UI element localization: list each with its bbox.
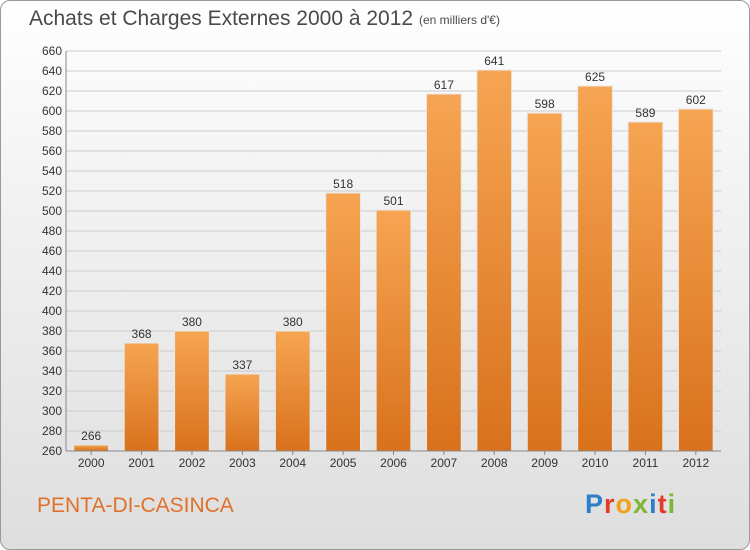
y-tick-label: 660: [42, 44, 62, 58]
y-tick-label: 620: [42, 84, 62, 98]
data-label-2008: 641: [484, 54, 504, 68]
y-tick-label: 480: [42, 224, 62, 238]
x-tick-label-2003: 2003: [229, 456, 256, 470]
y-tick-label: 600: [42, 104, 62, 118]
y-tick-label: 640: [42, 64, 62, 78]
x-tick-label-2012: 2012: [682, 456, 709, 470]
y-tick-label: 580: [42, 124, 62, 138]
data-label-2011: 589: [635, 106, 655, 120]
bar-2011: [627, 121, 664, 452]
data-label-2004: 380: [283, 315, 303, 329]
y-tick-label: 260: [42, 444, 62, 458]
x-tick-label-2011: 2011: [633, 456, 659, 470]
logo-letter: o: [615, 489, 634, 519]
bar-2008: [476, 69, 513, 452]
y-tick-label: 400: [42, 304, 62, 318]
x-tick-label-2009: 2009: [531, 456, 558, 470]
data-label-2010: 625: [585, 70, 605, 84]
logo-letter: i: [649, 489, 658, 519]
y-tick-label: 440: [42, 264, 62, 278]
y-tick-label: 500: [42, 204, 62, 218]
bar-2007: [426, 93, 462, 452]
logo-letter: P: [585, 489, 605, 519]
bar-2006: [375, 209, 412, 452]
data-label-2005: 518: [333, 177, 353, 191]
data-label-2003: 337: [232, 358, 252, 372]
data-label-2006: 501: [383, 194, 403, 208]
chart-title: Achats et Charges Externes 2000 à 2012: [29, 7, 414, 30]
x-tick-label-2004: 2004: [279, 456, 306, 470]
logo-letter: t: [657, 489, 668, 519]
logo-letter: r: [604, 489, 616, 519]
logo-letter: x: [633, 489, 650, 519]
bar-2003: [224, 373, 261, 452]
y-tick-label: 520: [42, 184, 62, 198]
y-tick-label: 560: [42, 144, 62, 158]
proxiti-logo[interactable]: Proxiti: [585, 489, 676, 520]
y-tick-label: 300: [42, 404, 62, 418]
y-tick-label: 360: [42, 344, 62, 358]
data-label-2009: 598: [535, 97, 555, 111]
bar-2012: [677, 108, 714, 452]
logo-letter: i: [667, 489, 677, 519]
x-tick-label-2000: 2000: [78, 456, 105, 470]
bar-2010: [577, 85, 613, 452]
y-tick-label: 380: [42, 324, 62, 338]
y-tick-label: 320: [42, 384, 62, 398]
y-tick-label: 460: [42, 244, 62, 258]
x-tick-label-2007: 2007: [431, 456, 458, 470]
y-tick-label: 420: [42, 284, 62, 298]
x-tick-label-2002: 2002: [179, 456, 206, 470]
data-label-2007: 617: [434, 78, 454, 92]
bar-2002: [174, 330, 210, 452]
data-label-2002: 380: [182, 315, 202, 329]
x-tick-label-2006: 2006: [380, 456, 407, 470]
x-tick-label-2001: 2001: [128, 456, 155, 470]
town-name: PENTA-DI-CASINCA: [37, 494, 234, 517]
data-label-2012: 602: [686, 93, 706, 107]
y-tick-label: 340: [42, 364, 62, 378]
data-label-2001: 368: [132, 327, 152, 341]
x-tick-label-2005: 2005: [330, 456, 357, 470]
bar-2009: [526, 112, 563, 452]
bar-2000: [73, 444, 110, 452]
bar-2005: [325, 192, 361, 452]
bar-2001: [123, 342, 160, 452]
bar-2004: [274, 330, 311, 452]
data-label-2000: 266: [81, 429, 101, 443]
y-tick-label: 280: [42, 424, 62, 438]
y-tick-label: 540: [42, 164, 62, 178]
x-tick-label-2008: 2008: [481, 456, 508, 470]
x-tick-label-2010: 2010: [582, 456, 609, 470]
chart-subtitle: (en milliers d'€): [419, 13, 500, 27]
